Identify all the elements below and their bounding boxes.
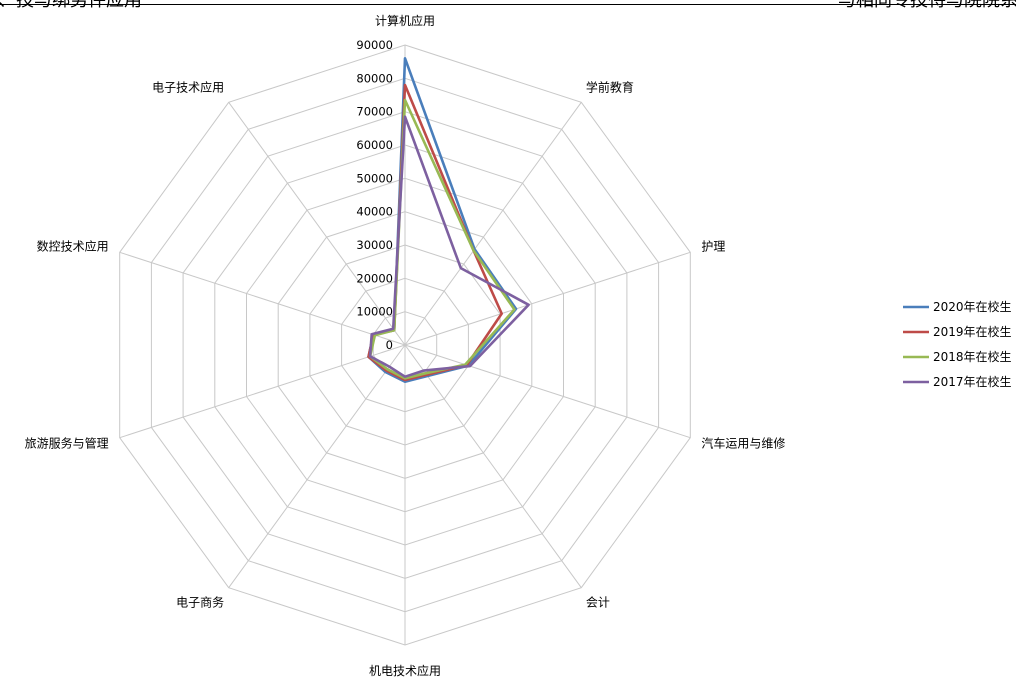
spoke-1 <box>404 102 582 346</box>
legend-label: 2020年在校生 <box>933 299 1012 314</box>
category-label: 会计 <box>586 595 610 609</box>
header-left-text: 、技与绑劣件应用 <box>0 0 142 11</box>
radial-tick-label: 0 <box>386 338 393 352</box>
radial-tick-label: 50000 <box>356 171 393 185</box>
category-label: 电子技术应用 <box>152 80 224 95</box>
spoke-9 <box>228 102 406 346</box>
header-right-text: 与相同专技待与院院系 <box>838 0 1016 11</box>
category-label: 汽车运用与维修 <box>701 435 785 450</box>
category-label: 旅游服务与管理 <box>25 435 109 450</box>
legend-label: 2017年在校生 <box>933 374 1012 389</box>
radial-tick-labels: 0 10000 20000 30000 40000 50000 60000 70000 8000… <box>356 38 393 352</box>
legend-label: 2018年在校生 <box>933 349 1012 364</box>
series-line-1 <box>367 83 504 382</box>
category-label: 数控技术应用 <box>37 239 109 254</box>
radial-tick-label: 90000 <box>356 38 393 52</box>
radial-tick-label: 40000 <box>356 205 393 219</box>
radial-tick-label: 80000 <box>356 71 393 85</box>
series-line-3 <box>368 115 530 379</box>
category-label: 护理 <box>701 240 725 254</box>
category-label: 机电技术应用 <box>369 663 441 677</box>
category-label: 电子商务 <box>176 594 224 609</box>
spoke-8 <box>119 251 406 346</box>
spoke-2 <box>404 251 691 346</box>
spoke-3 <box>404 344 691 439</box>
legend-label: 2019年在校生 <box>933 324 1012 339</box>
radial-tick-label: 60000 <box>356 138 393 152</box>
radial-tick-label: 10000 <box>356 305 393 319</box>
spoke-7 <box>119 344 406 439</box>
spoke-4 <box>404 344 582 588</box>
category-label: 计算机应用 <box>375 13 435 28</box>
spoke-6 <box>228 344 406 588</box>
legend: 2020年在校生 2019年在校生 2018年在校生 2017年在校生 <box>903 299 1012 389</box>
radial-tick-label: 70000 <box>356 105 393 119</box>
radial-tick-label: 30000 <box>356 238 393 252</box>
radar-series-group <box>367 56 530 384</box>
category-label: 学前教育 <box>586 80 634 95</box>
radial-tick-label: 20000 <box>356 271 393 285</box>
radar-grid <box>119 44 691 646</box>
